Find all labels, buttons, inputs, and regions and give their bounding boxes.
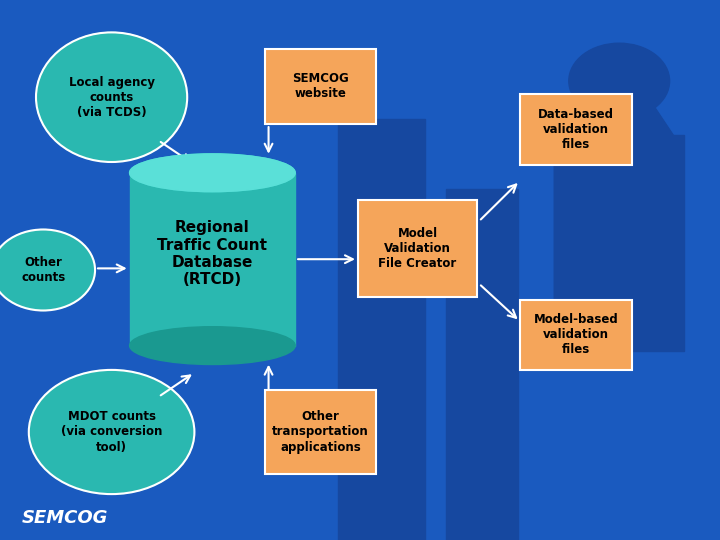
Bar: [446, 189, 518, 540]
Bar: [338, 119, 425, 540]
Text: Regional
Traffic Count
Database
(RTCD): Regional Traffic Count Database (RTCD): [158, 220, 267, 287]
FancyBboxPatch shape: [521, 94, 632, 165]
FancyBboxPatch shape: [521, 300, 632, 370]
Text: Other
counts: Other counts: [21, 256, 66, 284]
Ellipse shape: [130, 327, 295, 364]
Ellipse shape: [130, 154, 295, 192]
FancyBboxPatch shape: [265, 49, 376, 124]
Circle shape: [569, 43, 670, 119]
Ellipse shape: [130, 154, 295, 192]
Text: Other
transportation
applications: Other transportation applications: [272, 410, 369, 454]
Text: Model-based
validation
files: Model-based validation files: [534, 313, 618, 356]
Ellipse shape: [36, 32, 187, 162]
Bar: [130, 173, 295, 346]
Text: SEMCOG: SEMCOG: [22, 509, 108, 528]
Ellipse shape: [29, 370, 194, 494]
FancyBboxPatch shape: [358, 200, 477, 297]
FancyBboxPatch shape: [265, 390, 376, 474]
Text: SEMCOG
website: SEMCOG website: [292, 72, 348, 100]
Bar: [554, 135, 684, 351]
Polygon shape: [554, 108, 684, 351]
Text: Data-based
validation
files: Data-based validation files: [538, 108, 614, 151]
Ellipse shape: [0, 230, 95, 310]
Text: Model
Validation
File Creator: Model Validation File Creator: [379, 227, 456, 270]
Text: MDOT counts
(via conversion
tool): MDOT counts (via conversion tool): [61, 410, 162, 454]
Text: Local agency
counts
(via TCDS): Local agency counts (via TCDS): [68, 76, 155, 119]
